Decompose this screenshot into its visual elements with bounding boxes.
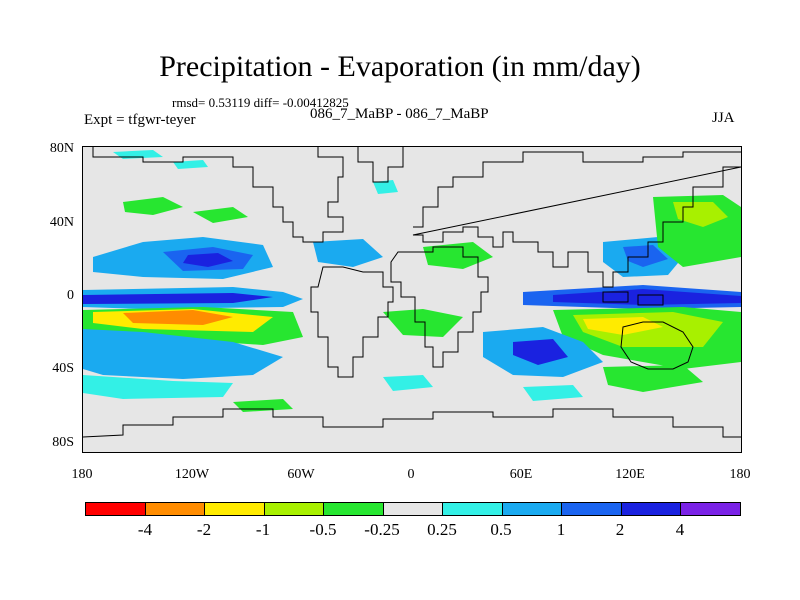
lat-label-80s: 80S: [52, 435, 74, 450]
season-label: JJA: [712, 110, 735, 126]
greenland-outline: [357, 147, 404, 183]
colorbar-swatch: [621, 503, 682, 515]
lon-label-120w: 120W: [174, 467, 210, 482]
southern-green-2: [233, 399, 293, 412]
north-atlantic-blue: [313, 239, 383, 267]
map-field: [83, 147, 741, 438]
colorbar-label: 1: [556, 520, 566, 539]
north-pacific-core: [183, 253, 233, 267]
colorbar: [85, 502, 741, 516]
south-america-outline: [310, 266, 394, 378]
southern-cyan-1: [383, 375, 433, 391]
colorbar-swatch: [443, 503, 503, 515]
lon-label-120e: 120E: [615, 467, 645, 482]
expt-label: Expt = tfgwr-teyer: [84, 112, 196, 128]
australia-outline: [620, 321, 694, 370]
pe-contours: [83, 150, 741, 412]
colorbar-label: 2: [615, 520, 625, 539]
colorbar-label: -0.25: [364, 520, 400, 539]
lat-label-80n: 80N: [49, 141, 74, 156]
colorbar-label: -1: [255, 520, 271, 539]
west-pacific-yellowgreen: [673, 202, 728, 227]
colorbar-swatch: [145, 503, 206, 515]
colorbar-label: 4: [675, 520, 685, 539]
north-america-outline: [92, 147, 344, 243]
lon-label-180e: 180: [729, 467, 751, 482]
colorbar-swatch: [205, 503, 265, 515]
equatorial-indian-band-core: [553, 289, 741, 305]
arctic-cyan-1: [113, 150, 163, 159]
lon-label-60e: 60E: [509, 467, 533, 482]
antarctica-outline: [83, 408, 741, 438]
coastlines: [83, 147, 741, 438]
southern-cyan-2: [523, 385, 583, 401]
lon-label-0: 0: [407, 467, 415, 482]
eurasia-outline: [412, 151, 741, 288]
south-pacific-blue: [83, 329, 283, 379]
south-pacific-cyan: [83, 375, 233, 399]
colorbar-swatch: [324, 503, 384, 515]
colorbar-label: 0.5: [490, 520, 512, 539]
north-green-2: [193, 207, 248, 223]
lon-label-180w: 180: [71, 467, 93, 482]
south-atlantic-green: [383, 309, 463, 337]
south-indian-dark: [513, 339, 568, 365]
colorbar-label: -4: [137, 520, 153, 539]
lat-label-0: 0: [67, 288, 74, 303]
colorbar-swatch: [86, 503, 146, 515]
indonesia-outline: [602, 291, 664, 306]
arctic-cyan-2: [173, 160, 208, 169]
lon-label-60w: 60W: [287, 467, 315, 482]
colorbar-label: 0.25: [427, 520, 457, 539]
africa-outline: [390, 246, 489, 368]
equatorial-pacific-band-core: [83, 293, 273, 304]
stats-text: rmsd= 0.53119 diff= -0.00412825: [172, 95, 349, 110]
lat-label-40n: 40N: [49, 215, 74, 230]
lat-label-40s: 40S: [52, 361, 74, 376]
north-africa-green: [423, 242, 493, 269]
south-pacific-orange: [123, 310, 233, 325]
southern-green-1: [603, 365, 703, 392]
figure-title: Precipitation - Evaporation (in mm/day): [159, 50, 641, 83]
colorbar-swatch: [562, 503, 622, 515]
colorbar-swatch: [264, 503, 325, 515]
colorbar-label: -2: [196, 520, 212, 539]
colorbar-swatch: [502, 503, 563, 515]
map-panel: [82, 146, 742, 453]
colorbar-swatch: [681, 503, 741, 515]
colorbar-swatch: [383, 503, 444, 515]
north-cyan-1: [373, 180, 398, 194]
case-label: 086_7_MaBP - 086_7_MaBP: [310, 106, 489, 122]
colorbar-label: -0.5: [309, 520, 337, 539]
north-green-1: [123, 197, 183, 215]
east-asia-dark: [623, 245, 668, 267]
